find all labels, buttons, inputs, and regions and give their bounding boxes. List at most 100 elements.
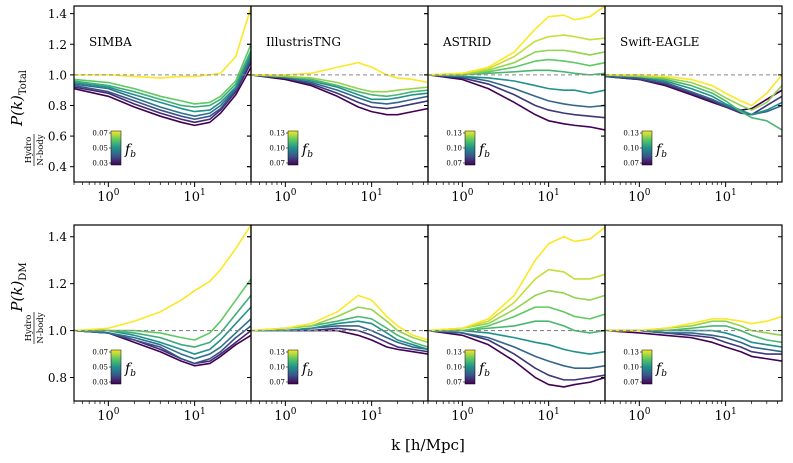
ratio-numerator: Hydro [24, 315, 34, 342]
series-line-fb-0.13 [428, 6, 605, 76]
x-tick-label-base: 10 [537, 409, 554, 424]
x-tick-label-base: 10 [360, 409, 377, 424]
series-lines [74, 7, 251, 127]
x-tick-label-exponent: 1 [554, 188, 560, 198]
colorbar-label-sub: b [661, 150, 667, 160]
series-line-fb-0.055 [74, 50, 251, 108]
colorbar-tick-label: 0.13 [623, 130, 639, 138]
series-line-fb-0.07 [605, 329, 782, 362]
colorbar-tick-label: 0.13 [446, 349, 462, 357]
colorbar-label-base: f [655, 142, 664, 158]
series-line-fb-0.045 [74, 56, 251, 117]
ylabel-main: P(k) [8, 95, 26, 127]
series-line-fb-0.07 [74, 225, 251, 332]
colorbar-tick-label: 0.05 [92, 364, 108, 372]
x-tick-label: 100 [97, 407, 120, 424]
ylabel-sub: Total [18, 70, 29, 95]
colorbar-tick-label: 0.07 [446, 160, 462, 168]
x-tick-label: 100 [628, 407, 651, 424]
ylabel-sub: DM [18, 262, 29, 280]
series-lines [251, 294, 428, 355]
colorbar-tick-label: 0.13 [623, 349, 639, 357]
colorbar-tick-label: 0.10 [269, 145, 285, 153]
series-line-fb-0.06 [74, 278, 251, 341]
x-tick-label-exponent: 1 [377, 407, 383, 417]
series-line-fb-0.09 [605, 329, 782, 353]
x-tick-label: 100 [451, 188, 474, 205]
colorbar-label: fb [478, 142, 490, 160]
colorbar-label-base: f [124, 361, 133, 377]
ylabel-ratio-row-0: Hydro N-body [24, 134, 46, 166]
x-tick-label: 101 [183, 188, 205, 205]
series-line-fb-0.07 [428, 74, 605, 131]
colorbar-label-sub: b [130, 150, 136, 160]
y-tick-label: 0.8 [48, 99, 67, 113]
colorbar-tick-label: 0.03 [92, 160, 108, 168]
series-line-fb-0.07 [74, 7, 251, 79]
series-line-fb-0.08 [251, 327, 428, 353]
y-tick-label: 0.4 [48, 160, 67, 174]
series-line-fb-0.125 [428, 268, 605, 332]
series-line-fb-0.12 [605, 74, 782, 111]
colorbar-label: fb [655, 361, 667, 379]
series-line-fb-0.04 [74, 325, 251, 365]
panel-title: IllustrisTNG [266, 35, 341, 49]
colorbar: 0.13 0.10 0.07 fb [446, 130, 490, 168]
colorbar-gradient [287, 349, 299, 385]
series-line-fb-0.055 [74, 294, 251, 348]
x-tick-label: 101 [714, 188, 736, 205]
colorbar-gradient [287, 130, 299, 166]
x-tick-label: 100 [628, 188, 651, 205]
x-tick-label-base: 10 [628, 190, 645, 205]
y-tick-label: 1.4 [48, 7, 67, 21]
x-tick-label-base: 10 [537, 190, 554, 205]
colorbar-tick-label: 0.05 [92, 145, 108, 153]
x-tick-label-exponent: 0 [645, 188, 651, 198]
x-tick-label-base: 10 [183, 409, 200, 424]
series-line-fb-0.12 [251, 306, 428, 344]
series-line-fb-0.12 [251, 74, 428, 93]
x-tick-label-base: 10 [360, 190, 377, 205]
colorbar-tick-label: 0.07 [269, 160, 285, 168]
colorbar-label: fb [124, 142, 136, 160]
series-lines [251, 61, 428, 116]
ylabel-row-0: P(k)Total [8, 70, 29, 127]
x-tick-label-exponent: 0 [468, 188, 474, 198]
ylabel-row-1: P(k)DM [8, 262, 29, 312]
colorbar-label-sub: b [661, 369, 667, 379]
x-axis-label: k [h/Mpc] [391, 436, 465, 454]
series-line-fb-0.04 [74, 59, 251, 121]
series-line-fb-0.12 [428, 289, 605, 332]
panel-frame [427, 224, 606, 402]
series-line-fb-0.1 [428, 329, 605, 355]
panel-0-0: 100 1010.40.60.81.01.21.4SIMBA0.070.050.0… [48, 5, 252, 205]
colorbar-tick-label: 0.07 [446, 379, 462, 387]
colorbar-tick-label: 0.13 [269, 349, 285, 357]
x-tick-label: 101 [183, 407, 205, 424]
colorbar-label-base: f [655, 361, 664, 377]
x-tick-label-base: 10 [714, 190, 731, 205]
colorbar-label-base: f [301, 361, 310, 377]
x-tick-label-exponent: 1 [200, 407, 206, 417]
series-line-fb-0.08 [605, 75, 782, 116]
colorbar: 0.13 0.10 0.07 fb [269, 130, 313, 168]
x-tick-label-exponent: 0 [114, 407, 120, 417]
colorbar-tick-label: 0.10 [446, 364, 462, 372]
series-line-fb-0.07 [251, 74, 428, 116]
ylabel-main: P(k) [8, 281, 26, 313]
series-line-fb-0.09 [251, 74, 428, 105]
series-line-fb-0.06 [74, 43, 251, 105]
colorbar-tick-label: 0.07 [623, 379, 639, 387]
x-tick-label-exponent: 0 [291, 188, 297, 198]
y-tick-label: 1.2 [48, 38, 67, 52]
colorbar-label-sub: b [130, 369, 136, 379]
x-tick-label: 100 [97, 188, 120, 205]
x-tick-label-exponent: 1 [554, 407, 560, 417]
colorbar-tick-label: 0.13 [269, 130, 285, 138]
series-lines [428, 6, 605, 131]
series-lines [74, 225, 251, 367]
series-line-fb-0.08 [428, 74, 605, 119]
